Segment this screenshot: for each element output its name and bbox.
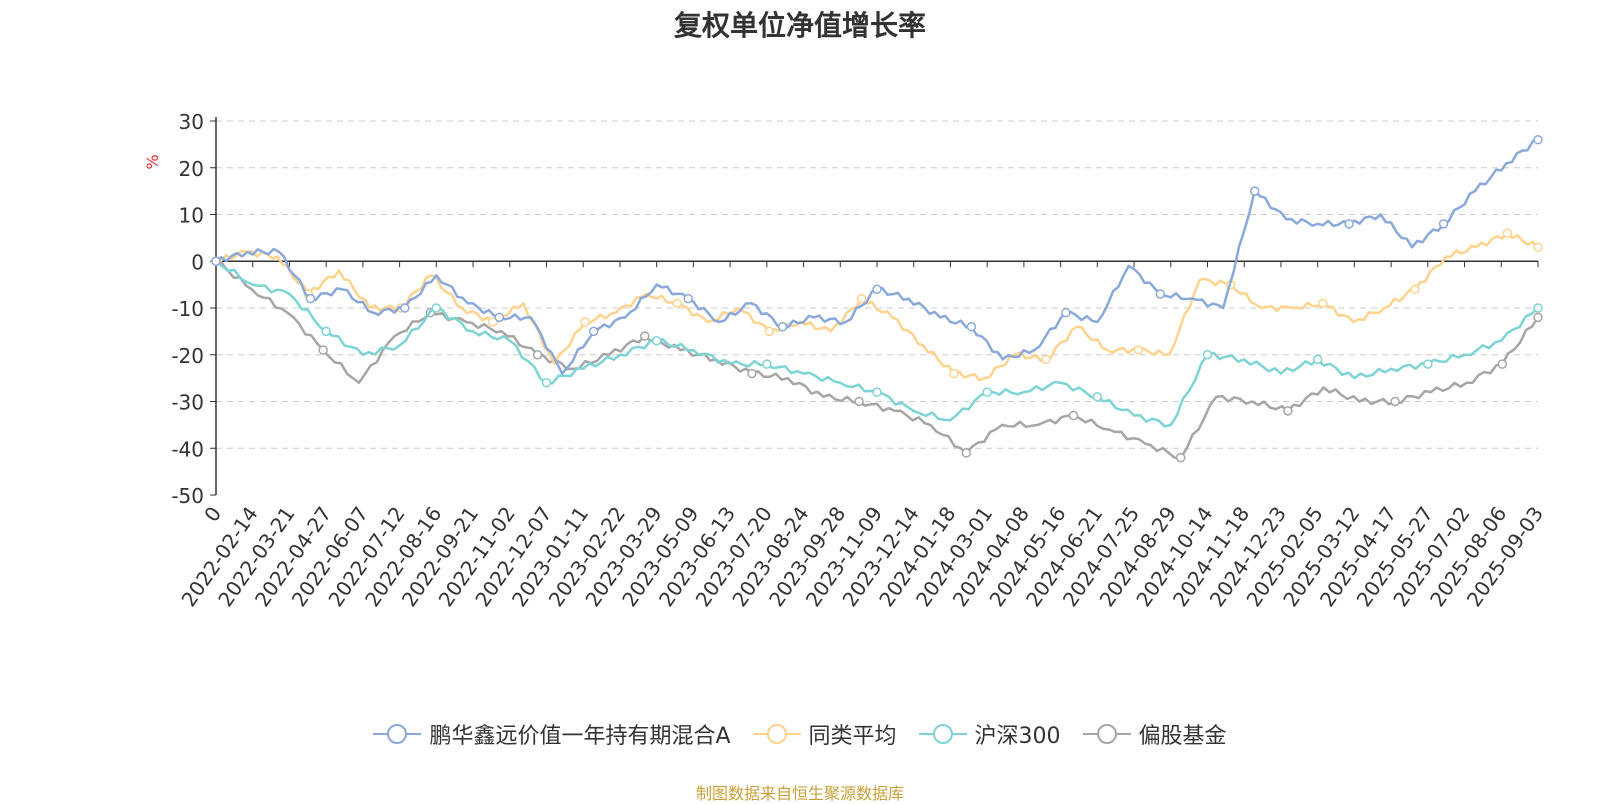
data-point — [431, 303, 442, 313]
y-tick-label: 10 — [179, 204, 204, 228]
data-point — [532, 350, 543, 360]
data-point — [672, 298, 682, 309]
data-point — [966, 321, 977, 332]
legend-label: 偏股基金 — [1138, 724, 1227, 749]
data-point — [305, 293, 316, 304]
data-point — [318, 345, 328, 355]
data-point — [1312, 354, 1323, 365]
y-tick-label: -40 — [171, 437, 204, 461]
data-point — [640, 331, 650, 341]
data-point — [1175, 452, 1186, 463]
y-tick-label: 30 — [179, 110, 204, 134]
y-tick-label: 0 — [191, 250, 204, 274]
y-tick-label: -50 — [171, 484, 204, 508]
legend-label: 鹏华鑫远价值一年持有期混合A — [429, 724, 731, 749]
data-point — [1041, 354, 1051, 365]
series-line — [215, 260, 1540, 459]
data-point — [1533, 134, 1543, 145]
y-tick-label: 20 — [179, 157, 204, 181]
series-line — [215, 231, 1539, 382]
data-point — [1423, 359, 1433, 369]
data-point — [487, 317, 498, 327]
legend: 鹏华鑫远价值一年持有期混合A 同类平均 沪深300 偏股基金 — [0, 718, 1600, 750]
data-point — [872, 387, 882, 397]
data-point — [400, 303, 410, 313]
data-point — [683, 293, 693, 304]
legend-item[interactable]: 鹏华鑫远价值一年持有期混合A — [373, 718, 731, 750]
data-point — [1344, 219, 1354, 229]
data-point — [854, 396, 864, 407]
legend-line-circle-icon — [752, 724, 801, 744]
data-point — [949, 368, 959, 379]
legend-line-circle-icon — [373, 724, 422, 744]
data-point — [1061, 307, 1071, 318]
source-note: 制图数据来自恒生聚源数据库 — [695, 784, 904, 803]
data-point — [651, 335, 662, 346]
legend-item[interactable]: 沪深300 — [918, 718, 1061, 750]
legend-item[interactable]: 同类平均 — [752, 718, 897, 750]
data-point — [1438, 219, 1449, 229]
data-point — [1249, 186, 1260, 196]
data-point — [1533, 242, 1543, 252]
data-point — [1390, 396, 1400, 407]
legend-item[interactable]: 偏股基金 — [1082, 718, 1227, 750]
data-point — [961, 448, 972, 458]
series-layer — [211, 134, 1543, 463]
data-point — [856, 293, 867, 304]
data-point — [1092, 392, 1103, 402]
y-tick-label: -10 — [171, 297, 204, 321]
data-point — [541, 378, 552, 388]
data-point — [494, 312, 505, 323]
data-point — [1283, 406, 1293, 416]
data-point — [777, 321, 788, 332]
y-tick-label: -20 — [171, 344, 204, 368]
data-point — [762, 359, 772, 369]
data-point — [872, 284, 882, 295]
data-point — [321, 326, 331, 337]
chart-title: 复权单位净值增长率 — [673, 9, 926, 42]
legend-label: 沪深300 — [974, 724, 1061, 749]
data-point — [580, 317, 590, 327]
data-point — [588, 326, 599, 337]
data-point — [1533, 303, 1543, 313]
data-point — [1133, 345, 1144, 355]
data-point — [1318, 298, 1328, 309]
data-point — [1410, 284, 1420, 295]
data-point — [1068, 410, 1079, 421]
data-point — [747, 368, 757, 379]
legend-line-circle-icon — [918, 724, 967, 744]
y-axis-label: % — [143, 154, 162, 169]
data-point — [764, 326, 775, 337]
data-point — [211, 256, 221, 266]
series-line — [215, 138, 1539, 375]
x-tick-label: 0 — [199, 502, 226, 526]
data-point — [1533, 312, 1543, 323]
y-tick-label: -30 — [171, 391, 204, 415]
legend-line-circle-icon — [1082, 724, 1131, 744]
data-point — [1502, 228, 1513, 238]
legend-label: 同类平均 — [808, 724, 897, 749]
data-point — [1202, 350, 1213, 360]
data-point — [1155, 289, 1166, 299]
data-point — [1497, 359, 1508, 369]
data-point — [982, 387, 992, 397]
